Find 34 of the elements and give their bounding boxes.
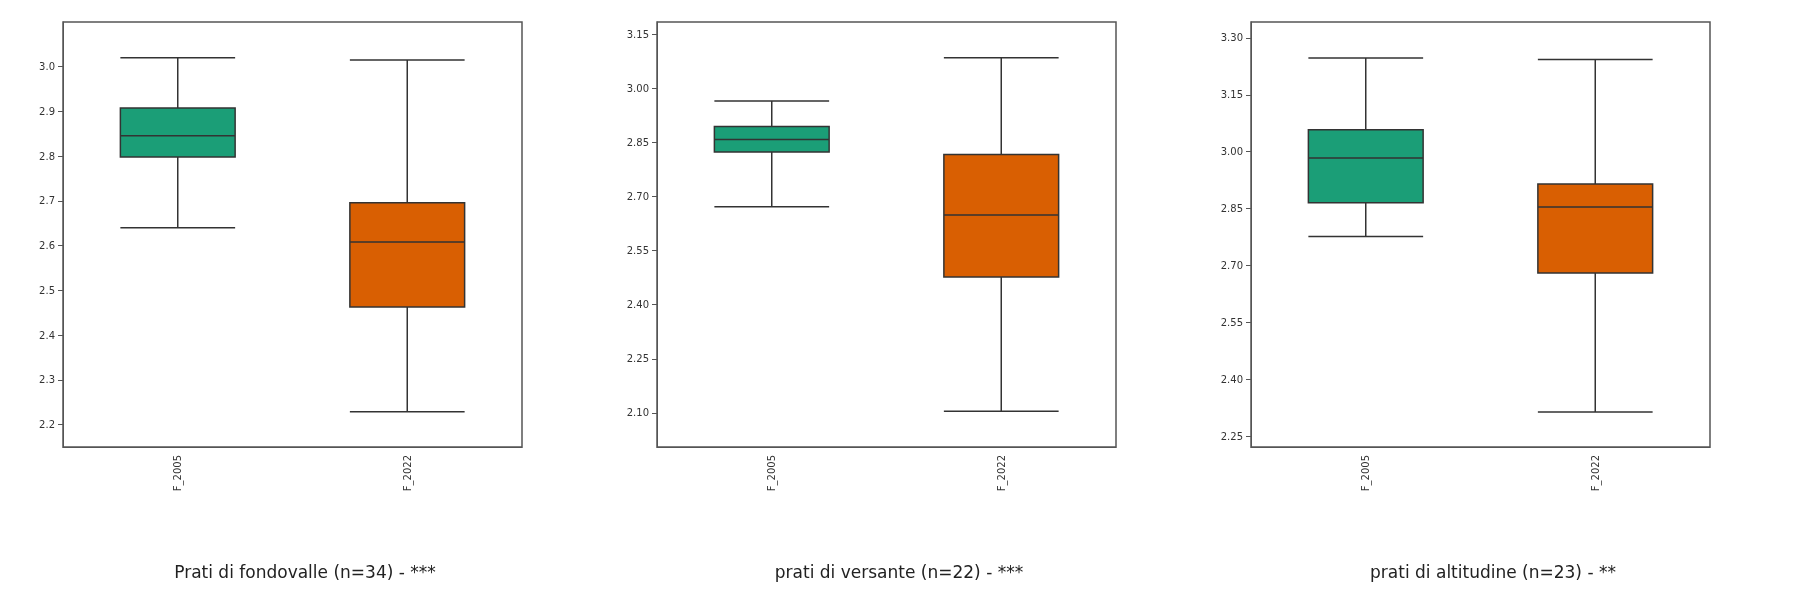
y-tick-label: 2.8 (39, 150, 55, 162)
y-tick-label: 2.85 (1220, 203, 1243, 215)
y-tick-label: 3.0 (39, 61, 55, 73)
y-tick-label: 2.25 (626, 353, 649, 365)
text: prati di versante (n=22) - *** (774, 561, 1024, 582)
y-tick-label: 3.15 (1220, 89, 1243, 101)
x-tick-label: F_2005 (766, 455, 779, 492)
y-tick-label: 3.00 (1220, 146, 1243, 158)
y-tick-label: 2.10 (626, 407, 649, 419)
y-tick-label: 3.30 (1220, 32, 1243, 44)
x-tick-label: F_2022 (1589, 455, 1602, 492)
y-tick-label: 2.6 (39, 240, 55, 252)
x-tick-label: F_2005 (1360, 455, 1373, 492)
text: Prati di fondovalle (n=34) - *** (174, 561, 436, 582)
y-tick-label: 2.40 (1220, 373, 1243, 385)
y-tick-label: 2.55 (626, 245, 649, 257)
y-tick-label: 2.25 (1220, 430, 1243, 442)
y-tick-label: 3.00 (626, 83, 649, 95)
y-tick-label: 2.55 (1220, 316, 1243, 328)
y-tick-label: 2.70 (1220, 259, 1243, 271)
y-tick-label: 2.4 (39, 329, 55, 341)
y-tick-label: 2.5 (39, 284, 55, 296)
y-tick-label: 3.15 (626, 29, 649, 41)
y-tick-label: 2.2 (39, 419, 55, 431)
y-tick-label: 2.9 (39, 105, 55, 117)
y-tick-label: 2.40 (626, 299, 649, 311)
y-tick-label: 2.85 (626, 137, 649, 149)
x-tick-label: F_2022 (401, 455, 414, 492)
text: prati di altitudine (n=23) - ** (1370, 561, 1616, 582)
x-tick-label: F_2005 (172, 455, 185, 492)
x-tick-label: F_2022 (995, 455, 1008, 492)
y-tick-label: 2.7 (39, 195, 55, 207)
y-tick-label: 2.70 (626, 191, 649, 203)
y-tick-label: 2.3 (39, 374, 55, 386)
